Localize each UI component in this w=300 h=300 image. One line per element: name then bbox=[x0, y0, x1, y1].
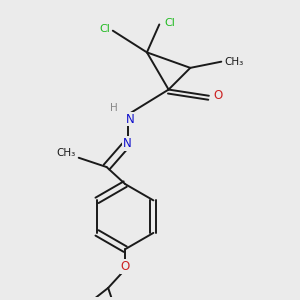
Text: N: N bbox=[125, 112, 134, 125]
Text: O: O bbox=[214, 89, 223, 102]
Text: N: N bbox=[123, 137, 132, 150]
Text: Cl: Cl bbox=[165, 18, 176, 28]
Text: O: O bbox=[121, 260, 130, 273]
Text: CH₃: CH₃ bbox=[57, 148, 76, 158]
Text: CH₃: CH₃ bbox=[224, 57, 243, 67]
Text: H: H bbox=[110, 103, 118, 113]
Text: Cl: Cl bbox=[100, 24, 110, 34]
